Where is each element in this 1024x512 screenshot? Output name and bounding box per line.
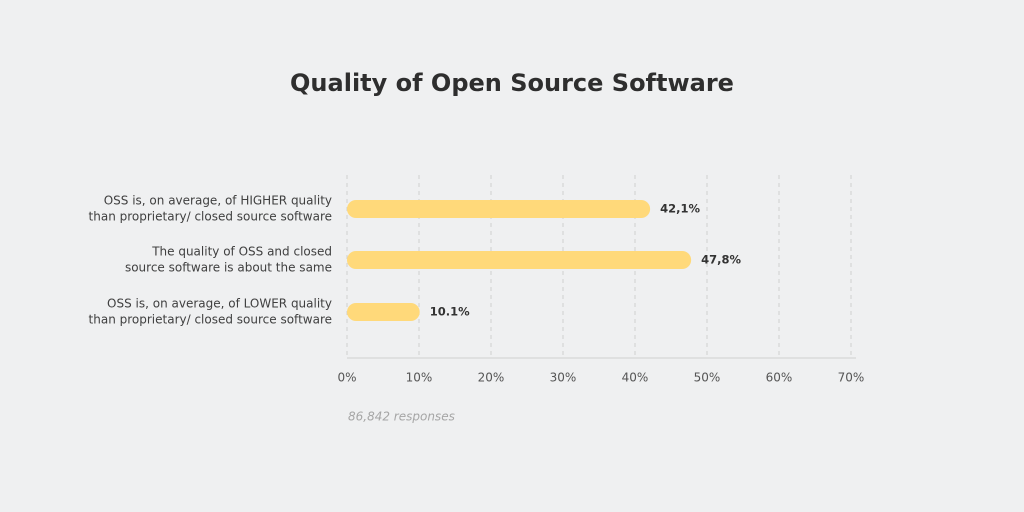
bar (347, 251, 692, 269)
x-tick-label: 20% (478, 371, 505, 385)
chart-title: Quality of Open Source Software (290, 69, 734, 97)
bar (347, 303, 420, 321)
category-label: OSS is, on average, of HIGHER quality (104, 194, 332, 208)
x-tick-label: 30% (550, 371, 577, 385)
bar (347, 200, 651, 218)
category-label: than proprietary/ closed source software (89, 210, 332, 224)
x-tick-label: 40% (622, 371, 649, 385)
x-tick-label: 50% (694, 371, 721, 385)
x-tick-label: 0% (337, 371, 356, 385)
category-label: The quality of OSS and closed (151, 245, 332, 259)
value-label: 42,1% (660, 202, 700, 216)
x-tick-label: 10% (406, 371, 433, 385)
category-label: source software is about the same (125, 261, 332, 275)
category-label: than proprietary/ closed source software (89, 313, 332, 327)
value-label: 10.1% (430, 305, 470, 319)
category-label: OSS is, on average, of LOWER quality (107, 297, 332, 311)
value-label: 47,8% (701, 253, 741, 267)
x-tick-label: 60% (766, 371, 793, 385)
x-tick-label: 70% (838, 371, 865, 385)
note: 86,842 responses (348, 410, 455, 424)
